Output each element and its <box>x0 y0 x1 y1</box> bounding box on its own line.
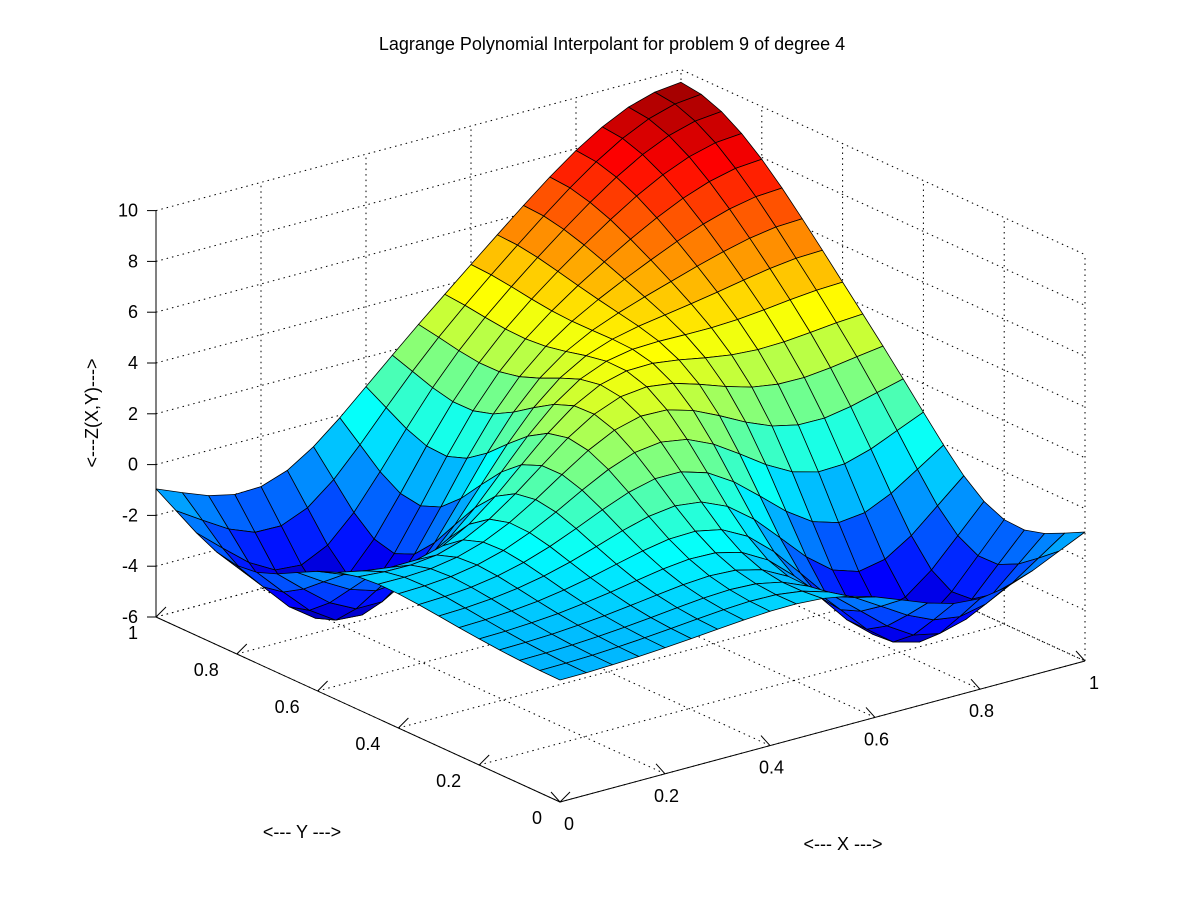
z-tick-label: 10 <box>118 201 138 221</box>
x-axis-line <box>559 660 1086 803</box>
z-tick-label: 0 <box>128 455 138 475</box>
y-axis-label: <--- Y ---> <box>263 822 341 842</box>
surface-mesh <box>155 81 1086 681</box>
x-tick <box>760 735 771 746</box>
x-tick-label: 0.2 <box>654 786 679 806</box>
z-tick-label: 6 <box>128 302 138 322</box>
surface-patch <box>539 662 587 681</box>
x-tick <box>865 707 876 718</box>
y-tick <box>236 643 248 655</box>
z-tick-label: -4 <box>122 556 138 576</box>
z-tick-label: 8 <box>128 251 138 271</box>
axes-front: 00.20.40.60.8100.20.40.60.81-6-4-2024681… <box>118 201 1099 834</box>
y-tick-label: 1 <box>128 623 138 643</box>
y-tick <box>398 717 409 729</box>
z-tick-label: -6 <box>122 607 138 627</box>
y-tick-label: 0.6 <box>275 697 300 717</box>
x-tick <box>1075 650 1086 662</box>
x-tick <box>655 763 666 775</box>
y-axis-line <box>155 616 561 803</box>
x-tick <box>550 791 561 803</box>
x-tick-label: 0.6 <box>864 729 889 749</box>
x-tick <box>970 678 981 690</box>
x-tick-label: 1 <box>1089 673 1099 693</box>
y-tick <box>559 791 571 803</box>
y-tick <box>317 680 328 692</box>
y-tick <box>478 754 490 766</box>
y-tick-label: 0.8 <box>194 660 219 680</box>
x-axis-label: <--- X ---> <box>804 834 883 854</box>
z-tick-label: -2 <box>122 505 138 525</box>
z-axis-label: <---Z(X,Y)---> <box>82 359 102 468</box>
y-tick-label: 0.4 <box>355 734 380 754</box>
z-tick-label: 2 <box>128 404 138 424</box>
x-tick-label: 0.8 <box>969 701 994 721</box>
y-tick <box>155 606 167 618</box>
y-tick-label: 0.2 <box>436 771 461 791</box>
x-tick-label: 0.4 <box>759 758 784 778</box>
y-tick-label: 0 <box>532 808 542 828</box>
x-tick-label: 0 <box>564 814 574 834</box>
z-tick-label: 4 <box>128 353 138 373</box>
chart-title: Lagrange Polynomial Interpolant for prob… <box>379 34 845 54</box>
